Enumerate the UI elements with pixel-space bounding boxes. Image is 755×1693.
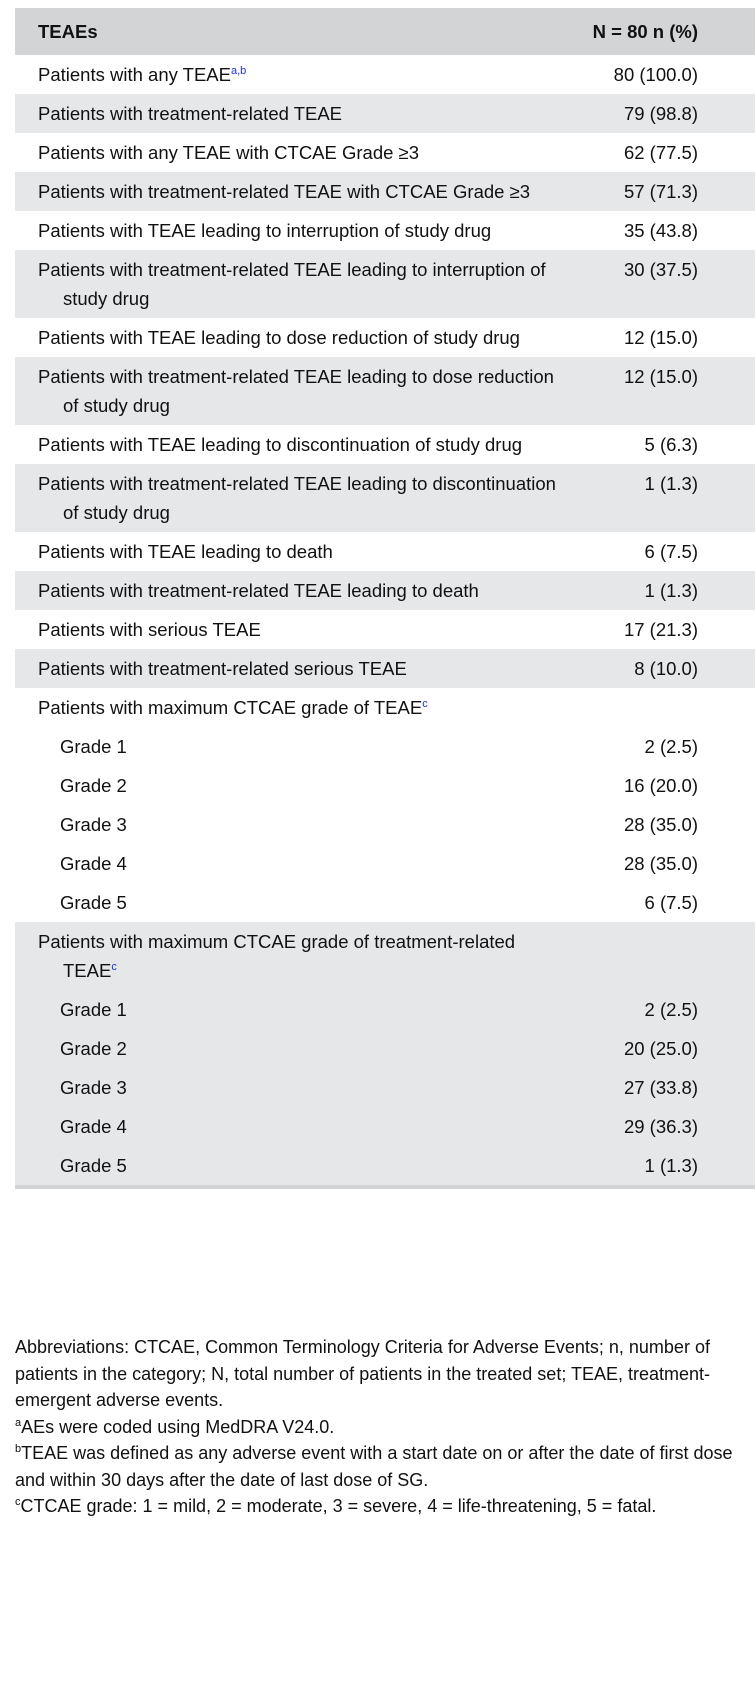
row-value: 1 (1.3) [565, 464, 755, 532]
footnote-ref[interactable]: a,b [230, 64, 247, 77]
table-row: Patients with TEAE leading to death 6 (7.… [15, 532, 755, 571]
footnote-c: cCTCAE grade: 1 = mild, 2 = moderate, 3 … [15, 1496, 657, 1516]
table-row: Patients with treatment-related TEAE 79 (… [15, 94, 755, 133]
table-row: Grade 2 16 (20.0) [15, 766, 755, 805]
row-label: Grade 2 [15, 1029, 565, 1068]
row-label: Grade 3 [60, 814, 127, 835]
row-value: 28 (35.0) [623, 853, 698, 874]
row-value: 16 (20.0) [623, 775, 698, 796]
table-row: Patients with TEAE leading to interrupti… [15, 211, 755, 250]
table-body: Patients with any TEAEa,b 80 (100.0) Patie… [15, 55, 755, 1189]
row-value: 30 (37.5) [565, 250, 755, 318]
row-value: 57 (71.3) [565, 172, 755, 211]
row-value: 1 (1.3) [565, 571, 755, 610]
row-value [565, 922, 755, 990]
row-label: Grade 5 [60, 892, 127, 913]
row-label: Grade 5 [15, 1146, 565, 1189]
table-row: Grade 4 28 (35.0) [15, 844, 755, 883]
row-label: Patients with TEAE leading to discontinu… [38, 434, 523, 455]
table-row: Grade 5 6 (7.5) [15, 883, 755, 922]
row-label: Patients with treatment-related serious … [15, 649, 565, 688]
row-label: Grade 1 [60, 736, 127, 757]
row-value: 12 (15.0) [565, 357, 755, 425]
table-row: Patients with any TEAEa,b 80 (100.0) [15, 55, 755, 94]
row-value: 62 (77.5) [623, 142, 698, 163]
table-row: Grade 1 2 (2.5) [15, 727, 755, 766]
table-row: Patients with maximum CTCAE grade of TEA… [15, 688, 755, 727]
row-label: Patients with treatment-related TEAE lea… [15, 464, 565, 532]
row-value: 27 (33.8) [565, 1068, 755, 1107]
row-value: 20 (25.0) [565, 1029, 755, 1068]
row-label: Patients with TEAE leading to death [38, 541, 333, 562]
row-label: Patients with treatment-related TEAE lea… [15, 571, 565, 610]
table-row: Grade 3 28 (35.0) [15, 805, 755, 844]
row-label: Patients with TEAE leading to interrupti… [38, 220, 492, 241]
row-value: 28 (35.0) [623, 814, 698, 835]
footnote-ref[interactable]: c [111, 960, 117, 973]
footnote-ref[interactable]: c [422, 697, 428, 710]
abbreviations-note: Abbreviations: CTCAE, Common Terminology… [15, 1337, 711, 1410]
row-value: 2 (2.5) [565, 990, 755, 1029]
row-label: Grade 2 [60, 775, 127, 796]
table-row: Grade 3 27 (33.8) [15, 1068, 755, 1107]
row-value: 5 (6.3) [644, 434, 698, 455]
teae-table: TEAEs N = 80 n (%) Patients with any TEA… [15, 8, 755, 1189]
table-row: Patients with treatment-related TEAE lea… [15, 250, 755, 318]
row-label: Patients with treatment-related TEAE wit… [15, 172, 565, 211]
table-row: Patients with treatment-related TEAE lea… [15, 357, 755, 425]
row-value: 17 (21.3) [623, 619, 698, 640]
footnote-a: aAEs were coded using MedDRA V24.0. [15, 1416, 335, 1437]
table-row: Grade 4 29 (36.3) [15, 1107, 755, 1146]
table-row: Grade 2 20 (25.0) [15, 1029, 755, 1068]
table-row: Patients with treatment-related serious … [15, 649, 755, 688]
row-value: 8 (10.0) [565, 649, 755, 688]
table-row: Patients with TEAE leading to dose reduc… [15, 318, 755, 357]
row-label: Patients with TEAE leading to dose reduc… [38, 327, 520, 348]
table-row: Patients with TEAE leading to discontinu… [15, 425, 755, 464]
table-header-row: TEAEs N = 80 n (%) [15, 8, 755, 55]
table-row: Patients with treatment-related TEAE lea… [15, 571, 755, 610]
row-label: Patients with any TEAE with CTCAE Grade … [38, 142, 419, 163]
row-value: 6 (7.5) [644, 892, 698, 913]
row-label: Patients with treatment-related TEAE [15, 94, 565, 133]
footnote-b: bTEAE was defined as any adverse event w… [15, 1443, 733, 1490]
row-value: 29 (36.3) [565, 1107, 755, 1146]
row-value: 6 (7.5) [644, 541, 698, 562]
row-label: Patients with treatment-related TEAE lea… [15, 250, 565, 318]
row-label: Patients with maximum CTCAE grade of TEA… [38, 697, 428, 718]
row-label: Patients with serious TEAE [38, 619, 261, 640]
row-label: Patients with maximum CTCAE grade of tre… [15, 922, 565, 990]
row-value: 79 (98.8) [565, 94, 755, 133]
row-label: Patients with any TEAEa,b [38, 64, 247, 85]
table-row: Patients with any TEAE with CTCAE Grade … [15, 133, 755, 172]
column-header-teaes: TEAEs [15, 8, 565, 55]
row-value: 2 (2.5) [644, 736, 698, 757]
row-label: Grade 4 [15, 1107, 565, 1146]
row-value [565, 688, 755, 727]
row-label: Grade 4 [60, 853, 127, 874]
table-row: Patients with treatment-related TEAE lea… [15, 464, 755, 532]
column-header-n: N = 80 n (%) [565, 8, 755, 55]
row-label: Patients with treatment-related TEAE lea… [15, 357, 565, 425]
table-row: Patients with treatment-related TEAE wit… [15, 172, 755, 211]
row-value: 80 (100.0) [613, 64, 698, 85]
row-value: 1 (1.3) [565, 1146, 755, 1189]
row-value: 12 (15.0) [623, 327, 698, 348]
table-footnotes: Abbreviations: CTCAE, Common Terminology… [15, 1334, 745, 1520]
table-row: Patients with serious TEAE 17 (21.3) [15, 610, 755, 649]
row-label: Grade 3 [15, 1068, 565, 1107]
table-row: Patients with maximum CTCAE grade of tre… [15, 922, 755, 990]
row-label: Grade 1 [15, 990, 565, 1029]
row-value: 35 (43.8) [623, 220, 698, 241]
